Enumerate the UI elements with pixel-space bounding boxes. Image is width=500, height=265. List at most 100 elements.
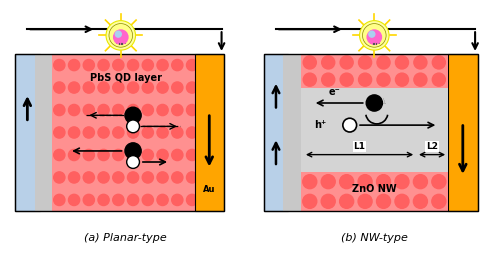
Circle shape — [322, 73, 335, 86]
Circle shape — [172, 104, 183, 116]
Circle shape — [378, 104, 390, 116]
Circle shape — [83, 104, 94, 116]
Circle shape — [128, 149, 138, 161]
Circle shape — [186, 149, 198, 161]
Circle shape — [106, 21, 136, 50]
Circle shape — [366, 29, 382, 45]
Circle shape — [358, 73, 372, 86]
Circle shape — [98, 59, 109, 71]
Circle shape — [302, 172, 314, 183]
Circle shape — [126, 120, 140, 133]
Circle shape — [142, 104, 154, 116]
Circle shape — [348, 127, 360, 138]
Circle shape — [333, 172, 344, 183]
Circle shape — [396, 73, 408, 86]
Bar — [370, 37, 378, 43]
Circle shape — [303, 56, 316, 69]
Circle shape — [440, 104, 451, 116]
Bar — [264, 54, 478, 211]
Circle shape — [172, 149, 183, 161]
Circle shape — [358, 175, 372, 189]
Circle shape — [54, 104, 65, 116]
Circle shape — [343, 118, 356, 132]
Circle shape — [318, 172, 329, 183]
Circle shape — [364, 59, 375, 71]
Circle shape — [424, 172, 436, 183]
Circle shape — [318, 104, 329, 116]
Circle shape — [128, 59, 138, 71]
Circle shape — [321, 175, 335, 189]
Circle shape — [112, 194, 124, 206]
Circle shape — [394, 194, 406, 206]
Circle shape — [377, 56, 390, 69]
Circle shape — [186, 59, 198, 71]
Circle shape — [142, 127, 154, 138]
Circle shape — [378, 82, 390, 93]
Circle shape — [366, 95, 382, 111]
Circle shape — [424, 82, 436, 93]
Circle shape — [378, 172, 390, 183]
Circle shape — [333, 59, 344, 71]
Circle shape — [318, 127, 329, 138]
Circle shape — [186, 127, 198, 138]
Circle shape — [377, 73, 390, 86]
Text: ZnO NW: ZnO NW — [352, 184, 397, 194]
Circle shape — [302, 104, 314, 116]
Circle shape — [440, 172, 451, 183]
Circle shape — [68, 127, 80, 138]
Circle shape — [394, 104, 406, 116]
Bar — [15, 54, 40, 211]
Circle shape — [364, 127, 375, 138]
Circle shape — [83, 82, 94, 93]
Circle shape — [157, 194, 168, 206]
Circle shape — [186, 172, 198, 183]
Text: PbS QD layer: PbS QD layer — [90, 73, 162, 83]
Text: (b) NW-type: (b) NW-type — [341, 233, 407, 243]
Circle shape — [318, 149, 329, 161]
Circle shape — [68, 59, 80, 71]
Circle shape — [68, 194, 80, 206]
Circle shape — [333, 127, 344, 138]
Circle shape — [378, 59, 390, 71]
Circle shape — [112, 82, 124, 93]
Circle shape — [83, 149, 94, 161]
Circle shape — [54, 59, 65, 71]
Circle shape — [348, 172, 360, 183]
Circle shape — [157, 104, 168, 116]
Circle shape — [440, 127, 451, 138]
Circle shape — [340, 175, 353, 189]
Circle shape — [172, 127, 183, 138]
Circle shape — [424, 149, 436, 161]
Circle shape — [302, 82, 314, 93]
Bar — [194, 54, 224, 211]
Circle shape — [333, 82, 344, 93]
Bar — [300, 172, 448, 211]
Circle shape — [318, 82, 329, 93]
Circle shape — [125, 143, 141, 159]
Circle shape — [409, 59, 420, 71]
Circle shape — [172, 194, 183, 206]
Circle shape — [302, 149, 314, 161]
Circle shape — [157, 82, 168, 93]
Circle shape — [424, 194, 436, 206]
Bar — [116, 37, 125, 43]
Circle shape — [303, 175, 317, 189]
Circle shape — [364, 149, 375, 161]
Circle shape — [358, 194, 372, 208]
Circle shape — [440, 59, 451, 71]
Circle shape — [395, 194, 409, 208]
Circle shape — [98, 104, 109, 116]
Circle shape — [394, 82, 406, 93]
Circle shape — [394, 149, 406, 161]
Circle shape — [376, 175, 390, 189]
Circle shape — [113, 29, 128, 45]
Bar — [300, 88, 448, 172]
Text: L2: L2 — [426, 142, 438, 151]
Circle shape — [414, 56, 427, 69]
Bar — [300, 54, 453, 211]
Circle shape — [394, 127, 406, 138]
Circle shape — [409, 127, 420, 138]
Bar — [284, 54, 306, 211]
Circle shape — [364, 104, 375, 116]
Circle shape — [186, 104, 198, 116]
